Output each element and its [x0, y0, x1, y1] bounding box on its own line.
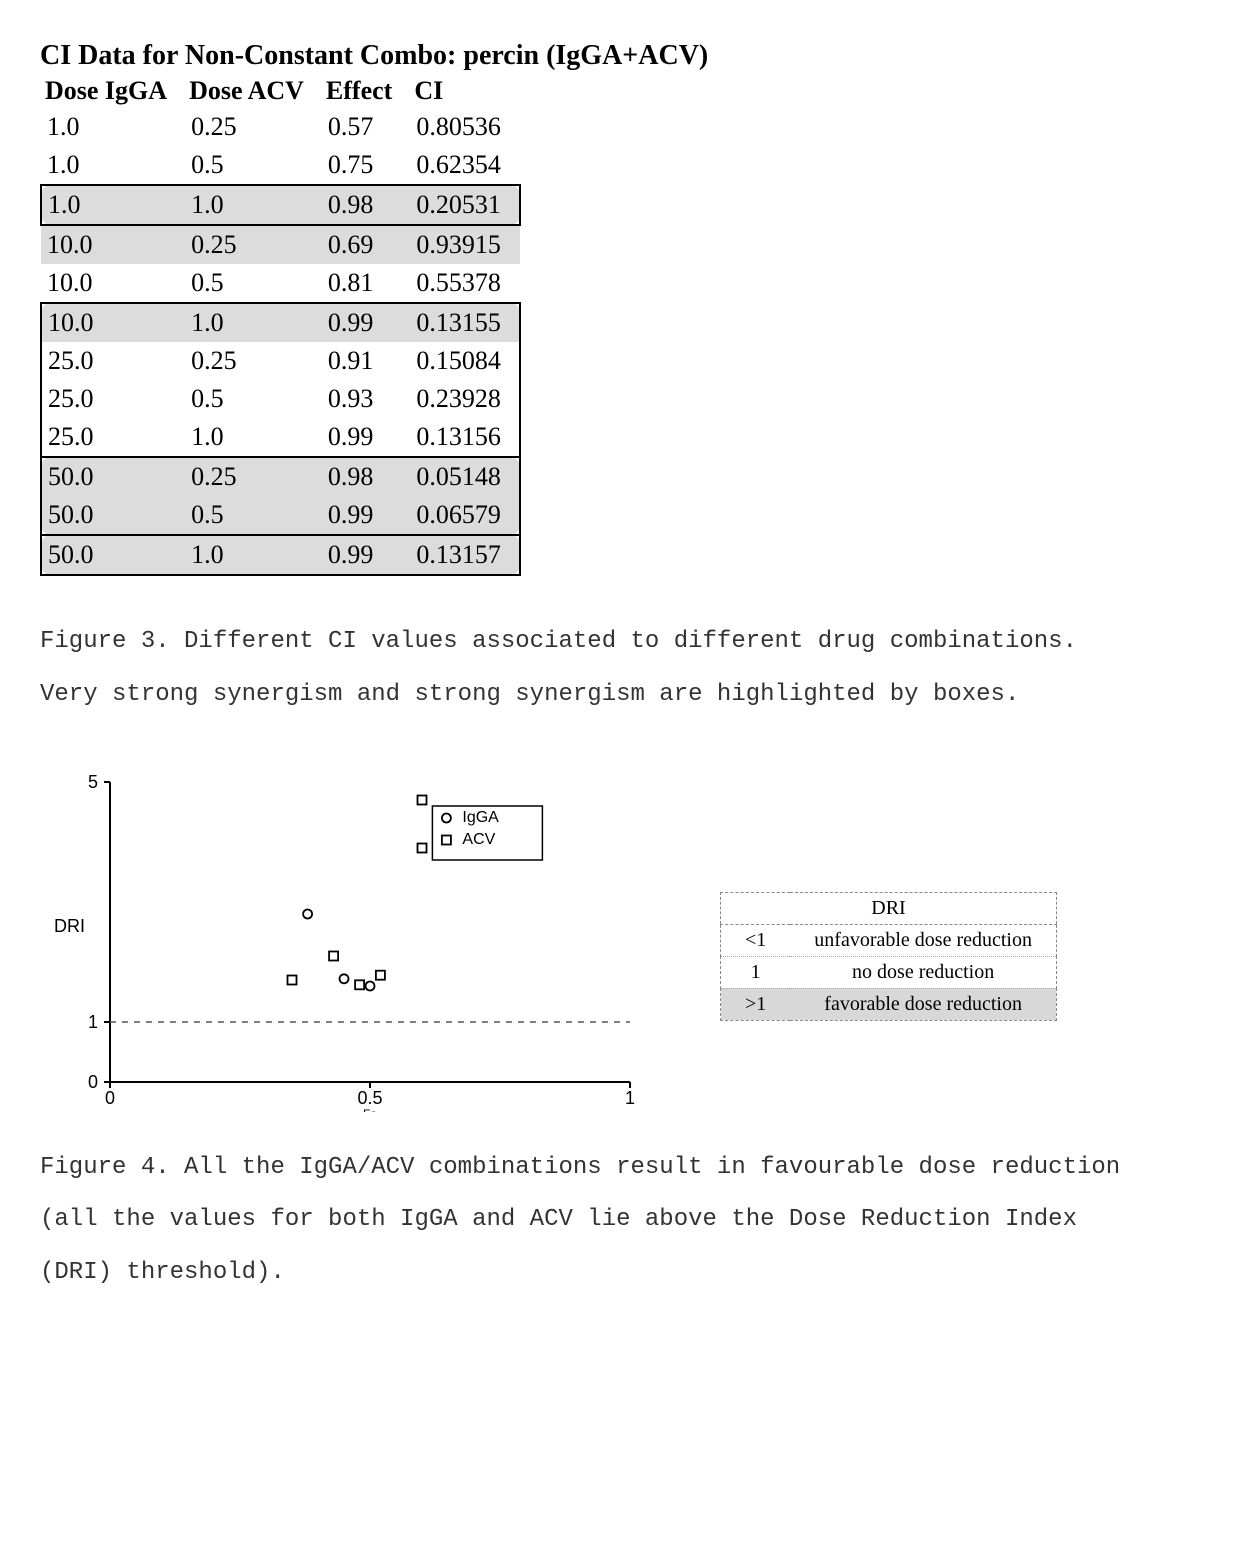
cell: 0.25	[185, 457, 322, 496]
cell: 0.69	[322, 225, 410, 264]
table-row: 25.00.50.930.23928	[41, 380, 520, 418]
cell: 50.0	[41, 535, 185, 575]
table-row: 25.01.00.990.13156	[41, 418, 520, 457]
cell: 0.5	[185, 496, 322, 535]
dri-row: >1favorable dose reduction	[721, 988, 1057, 1020]
svg-text:5: 5	[88, 772, 98, 792]
cell: 0.25	[185, 342, 322, 380]
dri-key: 1	[721, 956, 791, 988]
cell: 0.93	[322, 380, 410, 418]
col-dose-igga: Dose IgGA	[41, 74, 185, 108]
ci-data-table: Dose IgGA Dose ACV Effect CI 1.00.250.57…	[40, 74, 521, 576]
col-effect: Effect	[322, 74, 410, 108]
dri-row: 1no dose reduction	[721, 956, 1057, 988]
svg-text:1: 1	[88, 1012, 98, 1032]
cell: 1.0	[41, 146, 185, 185]
cell: 50.0	[41, 457, 185, 496]
cell: 1.0	[41, 108, 185, 146]
cell: 0.5	[185, 146, 322, 185]
dri-scatter-chart: 0 1 5 DRI 0 0.5 1 Fa IgGA ACV	[40, 772, 660, 1112]
cell: 0.25	[185, 225, 322, 264]
cell: 0.81	[322, 264, 410, 303]
svg-text:Fa: Fa	[363, 1107, 377, 1112]
table-row: 1.01.00.980.20531	[41, 185, 520, 225]
col-dose-acv: Dose ACV	[185, 74, 322, 108]
cell: 0.93915	[410, 225, 520, 264]
table-row: 50.01.00.990.13157	[41, 535, 520, 575]
col-ci: CI	[410, 74, 520, 108]
svg-text:DRI: DRI	[54, 916, 85, 936]
figure-3-caption: Figure 3. Different CI values associated…	[40, 616, 1140, 722]
cell: 0.06579	[410, 496, 520, 535]
cell: 0.99	[322, 535, 410, 575]
cell: 0.15084	[410, 342, 520, 380]
cell: 10.0	[41, 264, 185, 303]
table-row: 10.00.250.690.93915	[41, 225, 520, 264]
cell: 0.98	[322, 185, 410, 225]
cell: 50.0	[41, 496, 185, 535]
cell: 1.0	[185, 418, 322, 457]
cell: 25.0	[41, 342, 185, 380]
svg-text:ACV: ACV	[462, 831, 495, 848]
svg-text:0.5: 0.5	[357, 1088, 382, 1108]
table-row: 1.00.250.570.80536	[41, 108, 520, 146]
cell: 0.99	[322, 303, 410, 342]
cell: 0.25	[185, 108, 322, 146]
cell: 10.0	[41, 303, 185, 342]
table-row: 50.00.250.980.05148	[41, 457, 520, 496]
cell: 0.98	[322, 457, 410, 496]
cell: 0.62354	[410, 146, 520, 185]
cell: 25.0	[41, 418, 185, 457]
cell: 0.20531	[410, 185, 520, 225]
cell: 0.13156	[410, 418, 520, 457]
dri-legend-table: DRI <1unfavorable dose reduction1no dose…	[720, 892, 1057, 1021]
cell: 1.0	[185, 535, 322, 575]
dri-key: >1	[721, 988, 791, 1020]
cell: 1.0	[41, 185, 185, 225]
table-row: 1.00.50.750.62354	[41, 146, 520, 185]
svg-text:0: 0	[88, 1072, 98, 1092]
cell: 25.0	[41, 380, 185, 418]
ci-table-title: CI Data for Non-Constant Combo: percin (…	[40, 40, 1200, 72]
dri-table-title: DRI	[721, 892, 1057, 924]
svg-text:IgGA: IgGA	[462, 809, 499, 826]
cell: 0.05148	[410, 457, 520, 496]
table-row: 50.00.50.990.06579	[41, 496, 520, 535]
cell: 0.5	[185, 380, 322, 418]
svg-text:1: 1	[625, 1088, 635, 1108]
figure-4-caption: Figure 4. All the IgGA/ACV combinations …	[40, 1142, 1140, 1300]
table-row: 10.01.00.990.13155	[41, 303, 520, 342]
cell: 0.55378	[410, 264, 520, 303]
svg-text:0: 0	[105, 1088, 115, 1108]
table-row: 25.00.250.910.15084	[41, 342, 520, 380]
cell: 1.0	[185, 303, 322, 342]
cell: 1.0	[185, 185, 322, 225]
dri-val: unfavorable dose reduction	[790, 924, 1056, 956]
cell: 0.80536	[410, 108, 520, 146]
cell: 0.13157	[410, 535, 520, 575]
dri-val: no dose reduction	[790, 956, 1056, 988]
cell: 10.0	[41, 225, 185, 264]
dri-val: favorable dose reduction	[790, 988, 1056, 1020]
table-row: 10.00.50.810.55378	[41, 264, 520, 303]
cell: 0.99	[322, 418, 410, 457]
dri-key: <1	[721, 924, 791, 956]
cell: 0.5	[185, 264, 322, 303]
cell: 0.99	[322, 496, 410, 535]
cell: 0.91	[322, 342, 410, 380]
cell: 0.23928	[410, 380, 520, 418]
dri-row: <1unfavorable dose reduction	[721, 924, 1057, 956]
cell: 0.13155	[410, 303, 520, 342]
cell: 0.75	[322, 146, 410, 185]
cell: 0.57	[322, 108, 410, 146]
